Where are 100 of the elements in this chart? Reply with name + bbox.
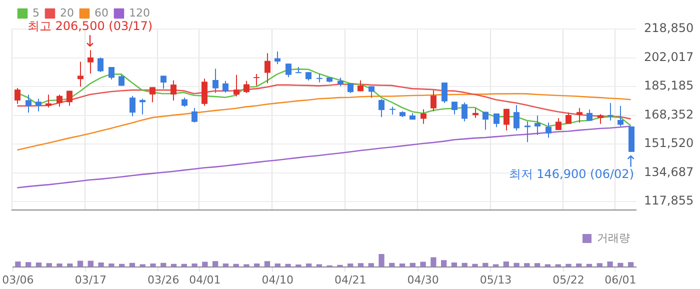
candlestick xyxy=(494,112,500,128)
x-tick-label: 04/21 xyxy=(334,273,366,286)
bar xyxy=(472,264,478,267)
candlestick xyxy=(598,114,604,124)
legend-label: 120 xyxy=(128,6,150,20)
annotation: 최고 206,500 (03/17) xyxy=(27,19,153,34)
bar xyxy=(596,263,602,267)
candlestick xyxy=(430,90,436,112)
legend-label: 60 xyxy=(94,6,108,20)
bar xyxy=(212,261,218,267)
x-tick-label: 04/30 xyxy=(407,273,439,286)
bar xyxy=(524,263,530,267)
bar xyxy=(503,261,509,267)
bar xyxy=(368,263,374,267)
bar xyxy=(441,260,447,267)
x-tick-label: 04/01 xyxy=(189,273,221,286)
candlestick xyxy=(286,63,292,78)
legend-label: 5 xyxy=(32,6,40,20)
candlestick xyxy=(182,97,188,108)
candlestick xyxy=(534,115,540,136)
candlestick xyxy=(524,120,530,143)
candlestick xyxy=(442,82,448,104)
candlestick xyxy=(546,122,552,138)
bar xyxy=(378,254,384,267)
bar xyxy=(285,264,291,267)
candlestick xyxy=(462,102,468,122)
candlestick xyxy=(192,108,198,124)
y-tick-label: 134,687 xyxy=(644,164,694,179)
candlestick xyxy=(244,80,250,94)
bar xyxy=(420,262,426,267)
x-tick-label: 06/01 xyxy=(604,273,636,286)
candlestick xyxy=(254,74,260,86)
candlestick xyxy=(472,108,478,118)
candlestick xyxy=(514,104,520,132)
candlestick xyxy=(378,98,384,118)
x-tick-label: 05/22 xyxy=(552,273,584,286)
candlestick xyxy=(566,112,572,124)
annotation: 최저 146,900 (06/02) xyxy=(508,167,634,182)
candlestick xyxy=(36,98,42,112)
candlestick xyxy=(212,68,218,94)
bar xyxy=(150,264,156,267)
bar xyxy=(56,264,62,267)
candlestick xyxy=(452,101,458,115)
bar xyxy=(77,260,84,267)
candlestick xyxy=(274,50,280,65)
legend-label: 20 xyxy=(60,6,74,20)
bar xyxy=(202,262,208,267)
candlestick xyxy=(56,94,62,108)
candlestick xyxy=(130,95,136,117)
candlestick xyxy=(46,94,52,108)
candlestick xyxy=(98,56,104,72)
candlestick xyxy=(140,98,146,115)
candlestick xyxy=(504,108,510,132)
x-tick-label: 03/06 xyxy=(2,273,34,286)
candlestick xyxy=(264,52,270,84)
candlestick xyxy=(420,108,426,124)
bar xyxy=(192,264,198,267)
candlestick xyxy=(26,94,32,114)
y-tick-label: 202,017 xyxy=(644,50,694,64)
x-tick-label: 03/26 xyxy=(148,273,180,286)
candlestick xyxy=(170,80,176,101)
bar xyxy=(264,261,270,267)
bar xyxy=(26,262,32,267)
bar xyxy=(514,262,520,267)
candlestick xyxy=(608,102,614,121)
y-tick-label: 185,185 xyxy=(644,78,694,93)
x-tick-label: 05/13 xyxy=(480,273,512,286)
bar xyxy=(451,262,458,267)
candlestick xyxy=(358,80,364,92)
y-tick-label: 151,520 xyxy=(644,136,694,150)
y-tick-label: 168,352 xyxy=(644,107,694,122)
bar xyxy=(46,263,52,267)
bar xyxy=(108,264,114,267)
candlestick xyxy=(78,61,84,88)
bar xyxy=(566,264,572,267)
bar xyxy=(628,262,634,267)
bar xyxy=(358,263,364,267)
bar xyxy=(430,257,436,267)
candlestick xyxy=(482,111,488,130)
candlestick xyxy=(316,74,322,83)
bar xyxy=(36,262,42,267)
candlestick xyxy=(118,74,124,86)
candlestick xyxy=(618,105,624,127)
bar xyxy=(98,262,104,267)
bar xyxy=(607,261,613,267)
candlestick xyxy=(234,74,240,97)
candlestick xyxy=(150,86,156,103)
y-tick-label: 218,850 xyxy=(644,21,694,36)
legend-label: 거래량 xyxy=(597,231,630,244)
candlestick xyxy=(202,78,208,106)
candlestick xyxy=(108,66,114,80)
candlestick xyxy=(66,90,72,106)
candlestick xyxy=(222,80,228,93)
x-tick-label: 03/17 xyxy=(74,273,107,286)
x-tick-label: 04/10 xyxy=(262,273,294,286)
candlestick xyxy=(14,88,20,104)
y-tick-label: 117,855 xyxy=(644,194,694,208)
bar xyxy=(88,260,94,267)
candlestick xyxy=(160,75,166,90)
candlestick xyxy=(586,109,592,122)
